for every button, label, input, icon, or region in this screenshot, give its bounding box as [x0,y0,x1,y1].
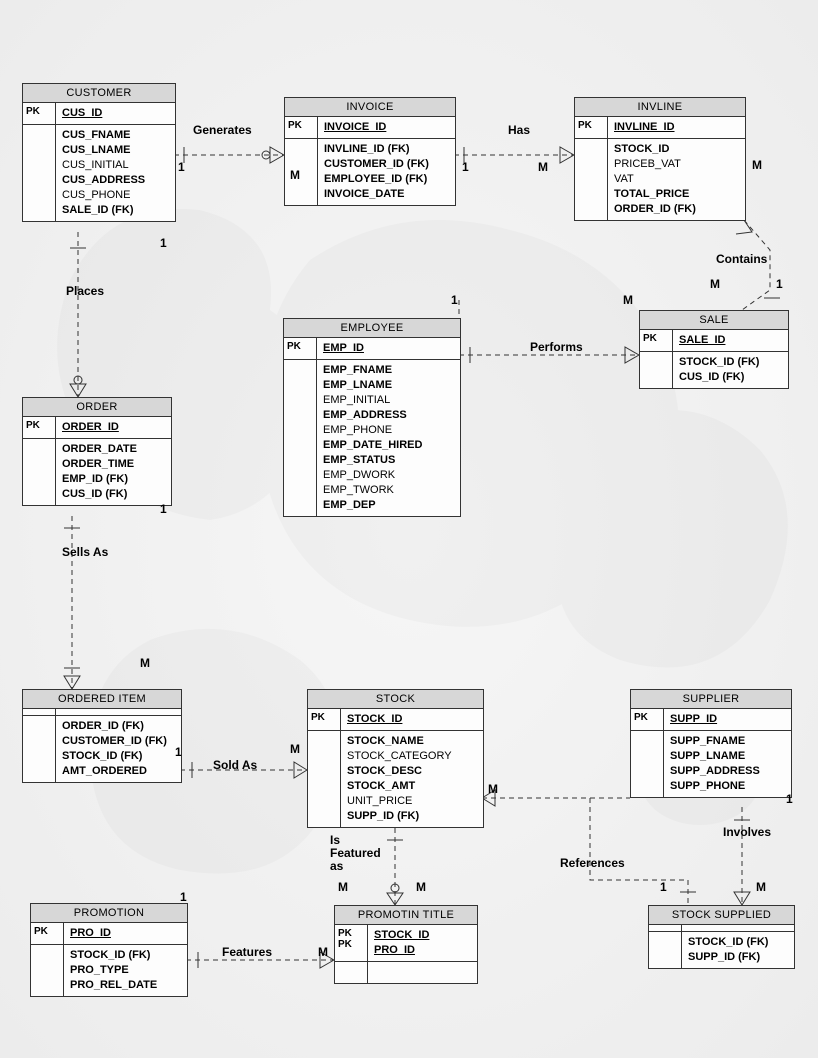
card-1: 1 [175,745,182,759]
label-features: Features [222,945,272,959]
entity-title: PROMOTION [31,904,187,923]
label-sells-as: Sells As [62,545,108,559]
label-contains: Contains [716,252,767,266]
entity-title: INVLINE [575,98,745,117]
entity-invoice: INVOICE PKINVOICE_ID INVLINE_ID (FK) CUS… [284,97,456,206]
label-performs: Performs [530,340,583,354]
card-1: 1 [660,880,667,894]
label-places: Places [66,284,104,298]
label-featured: Is Featured as [330,834,381,873]
entity-promotion: PROMOTION PKPRO_ID STOCK_ID (FK) PRO_TYP… [30,903,188,997]
card-M: M [416,880,426,894]
entity-customer: CUSTOMER PKCUS_ID CUS_FNAME CUS_LNAME CU… [22,83,176,222]
entity-title: SALE [640,311,788,330]
card-M: M [710,277,720,291]
entity-promotion-title: PROMOTIN TITLE PKPK STOCK_ID PRO_ID [334,905,478,984]
card-1: 1 [178,160,185,174]
card-M: M [538,160,548,174]
card-1: 1 [180,890,187,904]
entity-title: PROMOTIN TITLE [335,906,477,925]
card-1: 1 [462,160,469,174]
entity-stock: STOCK PKSTOCK_ID STOCK_NAME STOCK_CATEGO… [307,689,484,828]
entity-title: INVOICE [285,98,455,117]
label-references: References [560,856,625,870]
card-M: M [756,880,766,894]
label-sold-as: Sold As [213,758,257,772]
label-has: Has [508,123,530,137]
card-M: M [290,742,300,756]
card-1: 1 [160,502,167,516]
entity-sale: SALE PKSALE_ID STOCK_ID (FK) CUS_ID (FK) [639,310,789,389]
entity-ordered-item: ORDERED ITEM ORDER_ID (FK) CUSTOMER_ID (… [22,689,182,783]
entity-order: ORDER PKORDER_ID ORDER_DATE ORDER_TIME E… [22,397,172,506]
label-involves: Involves [723,825,771,839]
card-1: 1 [776,277,783,291]
entity-title: EMPLOYEE [284,319,460,338]
card-M: M [338,880,348,894]
label-generates: Generates [193,123,252,137]
entity-title: STOCK [308,690,483,709]
card-1: 1 [160,236,167,250]
entity-employee: EMPLOYEE PKEMP_ID EMP_FNAME EMP_LNAME EM… [283,318,461,517]
card-M: M [140,656,150,670]
card-M: M [290,168,300,182]
card-M: M [623,293,633,307]
card-M: M [318,945,328,959]
entity-invline: INVLINE PKINVLINE_ID STOCK_ID PRICEB_VAT… [574,97,746,221]
entity-title: ORDERED ITEM [23,690,181,709]
entity-stock-supplied: STOCK SUPPLIED STOCK_ID (FK) SUPP_ID (FK… [648,905,795,969]
entity-title: SUPPLIER [631,690,791,709]
card-1: 1 [786,792,793,806]
card-M: M [488,782,498,796]
entity-supplier: SUPPLIER PKSUPP_ID SUPP_FNAME SUPP_LNAME… [630,689,792,798]
card-M: M [752,158,762,172]
entity-title: CUSTOMER [23,84,175,103]
card-1: 1 [451,293,458,307]
entity-title: STOCK SUPPLIED [649,906,794,925]
entity-title: ORDER [23,398,171,417]
